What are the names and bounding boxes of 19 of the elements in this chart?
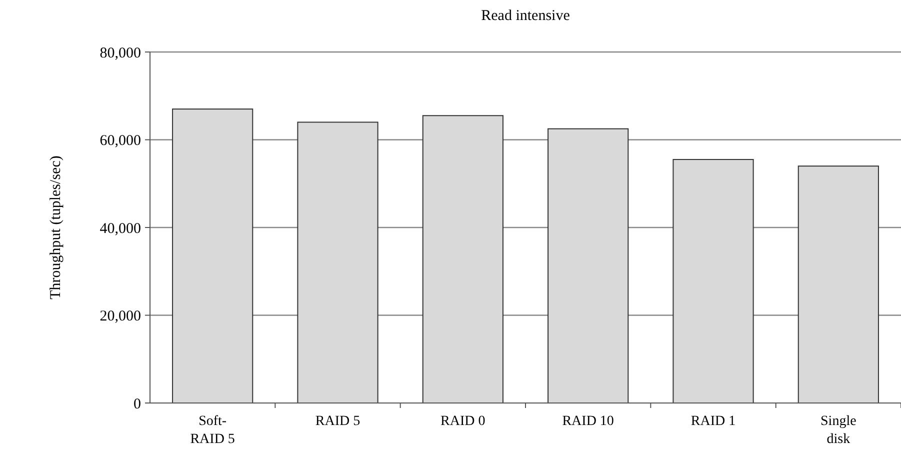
y-tick-label: 20,000 bbox=[100, 308, 141, 324]
chart-title: Read intensive bbox=[481, 8, 570, 24]
x-tick-label: Single disk bbox=[820, 414, 856, 447]
bar bbox=[422, 115, 504, 404]
bar bbox=[798, 166, 879, 404]
bar bbox=[672, 158, 754, 404]
y-tick-label: 80,000 bbox=[100, 45, 141, 62]
x-tick-label: RAID 5 bbox=[315, 414, 360, 429]
x-tick-label: RAID 10 bbox=[562, 414, 614, 429]
y-tick-label: 40,000 bbox=[100, 220, 141, 237]
x-tick-label: RAID 0 bbox=[440, 414, 486, 429]
bar bbox=[297, 122, 378, 404]
x-tick-label: Soft-RAID 5 bbox=[190, 414, 235, 447]
x-tick-label: RAID 1 bbox=[690, 414, 736, 429]
y-tick-label: 0 bbox=[134, 396, 141, 412]
y-axis-title: Throughput (tuples/sec) bbox=[48, 156, 64, 300]
y-tick-label: 60,000 bbox=[100, 133, 141, 149]
bar bbox=[548, 128, 629, 404]
bar bbox=[172, 108, 254, 404]
